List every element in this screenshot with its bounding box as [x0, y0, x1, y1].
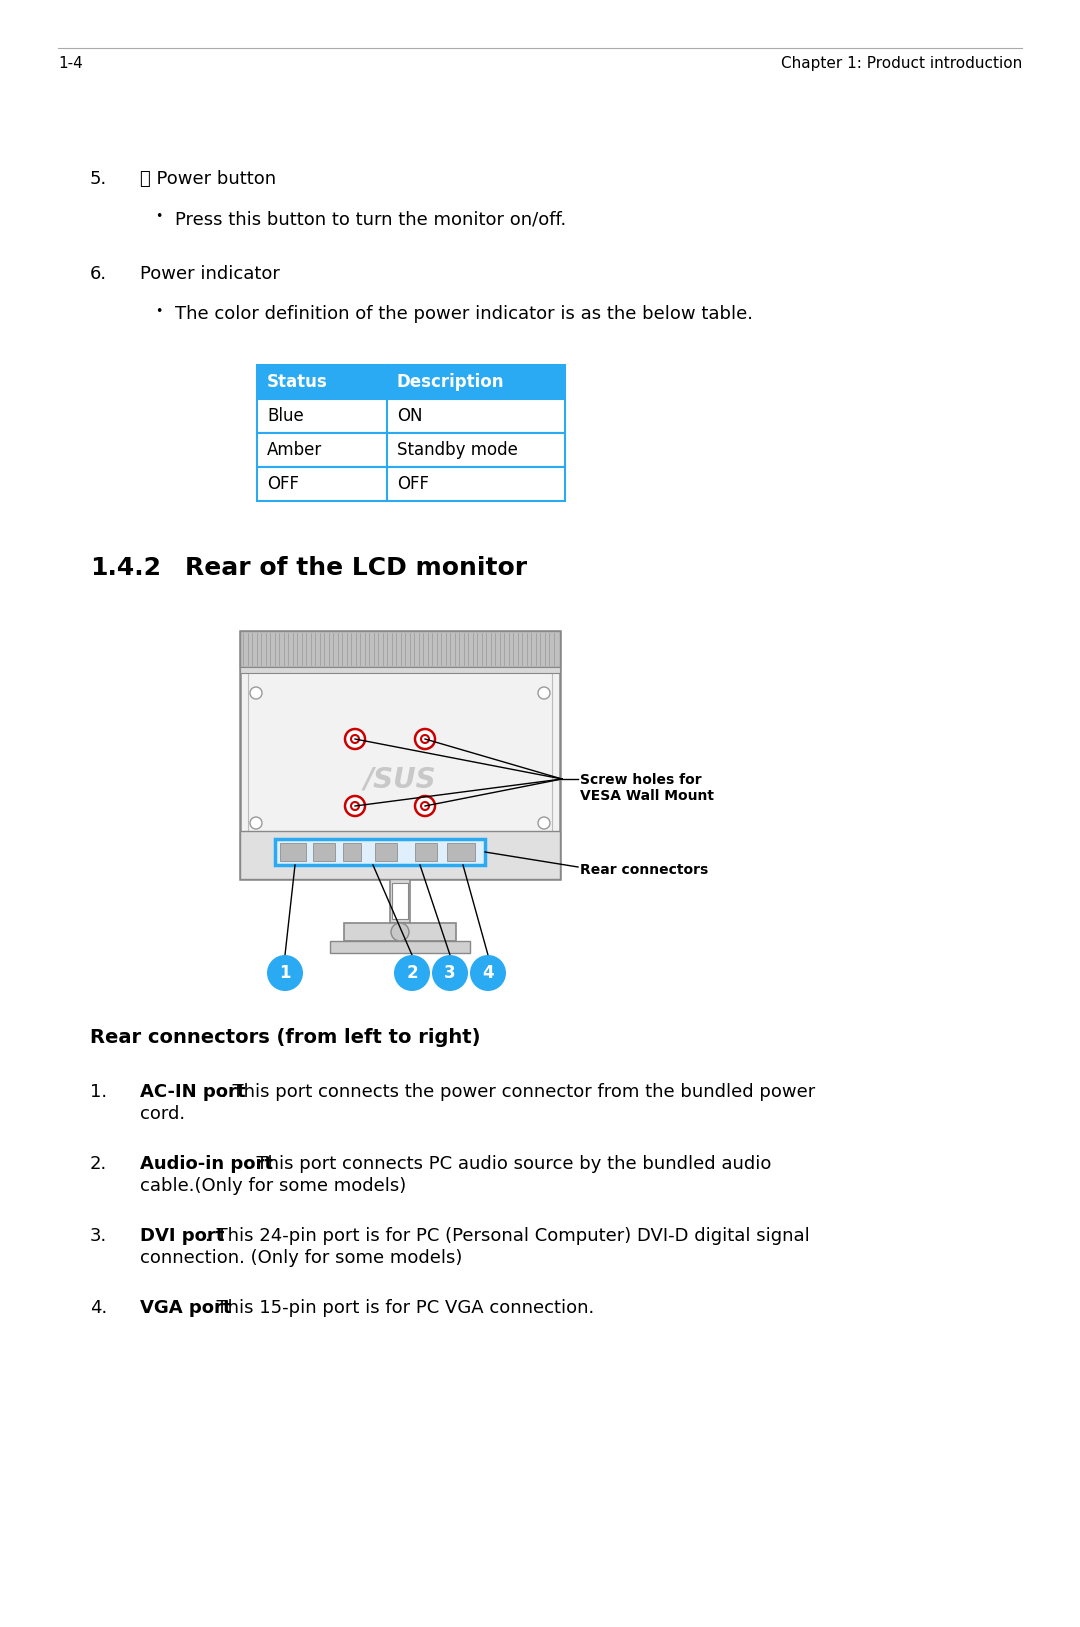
Circle shape [470, 955, 507, 991]
Bar [447, 843, 475, 861]
Bar [275, 840, 485, 866]
Text: Screw holes for
VESA Wall Mount: Screw holes for VESA Wall Mount [580, 773, 714, 804]
Text: 1.4.2: 1.4.2 [90, 556, 161, 579]
Text: 4.: 4. [90, 1298, 107, 1316]
Bar [313, 843, 335, 861]
Text: •: • [156, 210, 162, 223]
Text: The color definition of the power indicator is as the below table.: The color definition of the power indica… [175, 304, 753, 324]
Circle shape [249, 687, 262, 700]
Text: Audio-in port: Audio-in port [140, 1155, 273, 1173]
Bar [280, 843, 306, 861]
Bar [257, 433, 565, 467]
Bar [257, 399, 565, 433]
Bar [248, 639, 552, 870]
Circle shape [267, 955, 303, 991]
Text: 2.: 2. [90, 1155, 107, 1173]
Text: Chapter 1: Product introduction: Chapter 1: Product introduction [781, 55, 1022, 72]
Circle shape [351, 735, 359, 744]
Circle shape [391, 923, 409, 940]
Bar [257, 467, 565, 501]
Circle shape [538, 817, 550, 830]
Text: 5.: 5. [90, 169, 107, 189]
Text: . This 24-pin port is for PC (Personal Computer) DVI-D digital signal: . This 24-pin port is for PC (Personal C… [205, 1227, 810, 1245]
Bar [343, 843, 361, 861]
Circle shape [345, 729, 365, 748]
Bar [240, 631, 561, 667]
Text: ⏻ Power button: ⏻ Power button [140, 169, 276, 189]
Text: OFF: OFF [397, 475, 429, 493]
Text: 3.: 3. [90, 1227, 107, 1245]
Text: Amber: Amber [267, 441, 322, 459]
Text: Blue: Blue [267, 407, 303, 425]
Text: 1.: 1. [90, 1084, 107, 1101]
Circle shape [345, 796, 365, 817]
Bar [345, 923, 456, 940]
Text: cord.: cord. [140, 1105, 185, 1123]
Text: /SUS: /SUS [364, 765, 436, 792]
Text: ON: ON [397, 407, 422, 425]
Text: Power indicator: Power indicator [140, 265, 280, 283]
Text: DVI port: DVI port [140, 1227, 225, 1245]
Circle shape [421, 735, 429, 744]
Circle shape [394, 955, 430, 991]
Circle shape [415, 796, 435, 817]
Text: . This port connects the power connector from the bundled power: . This port connects the power connector… [221, 1084, 815, 1101]
Text: Press this button to turn the monitor on/off.: Press this button to turn the monitor on… [175, 210, 566, 228]
Text: connection. (Only for some models): connection. (Only for some models) [140, 1250, 462, 1267]
Text: Rear connectors (from left to right): Rear connectors (from left to right) [90, 1028, 481, 1048]
Text: 6.: 6. [90, 265, 107, 283]
Circle shape [421, 802, 429, 810]
Text: VGA port: VGA port [140, 1298, 231, 1316]
Text: 4: 4 [482, 965, 494, 983]
Bar [390, 879, 410, 923]
Text: AC-IN port: AC-IN port [140, 1084, 245, 1101]
Bar [240, 667, 561, 674]
Text: 1-4: 1-4 [58, 55, 83, 72]
Text: Rear connectors: Rear connectors [580, 862, 708, 877]
Bar [392, 883, 408, 919]
Bar [257, 364, 565, 399]
Bar [375, 843, 397, 861]
Bar [415, 843, 437, 861]
Text: 1: 1 [280, 965, 291, 983]
Text: 3: 3 [444, 965, 456, 983]
Circle shape [351, 802, 359, 810]
Text: . This port connects PC audio source by the bundled audio: . This port connects PC audio source by … [245, 1155, 772, 1173]
Text: cable.(Only for some models): cable.(Only for some models) [140, 1176, 406, 1194]
Bar [330, 940, 470, 953]
Bar [240, 631, 561, 879]
Text: OFF: OFF [267, 475, 299, 493]
Circle shape [415, 729, 435, 748]
Text: 2: 2 [406, 965, 418, 983]
Bar [240, 831, 561, 879]
Text: •: • [156, 304, 162, 317]
Circle shape [249, 817, 262, 830]
Circle shape [432, 955, 468, 991]
Text: Rear of the LCD monitor: Rear of the LCD monitor [185, 556, 527, 579]
Circle shape [538, 687, 550, 700]
Text: Status: Status [267, 373, 327, 390]
Text: Standby mode: Standby mode [397, 441, 518, 459]
Text: Description: Description [397, 373, 504, 390]
Text: . This 15-pin port is for PC VGA connection.: . This 15-pin port is for PC VGA connect… [205, 1298, 594, 1316]
